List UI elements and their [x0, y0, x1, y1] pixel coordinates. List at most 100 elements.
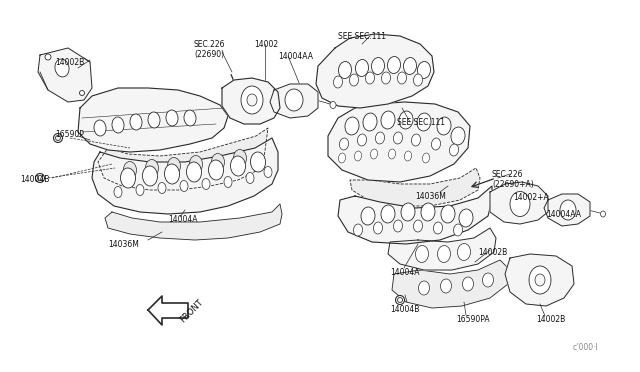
Ellipse shape [285, 89, 303, 111]
Ellipse shape [246, 173, 254, 183]
Ellipse shape [339, 61, 351, 78]
Ellipse shape [441, 205, 455, 223]
Ellipse shape [449, 144, 458, 156]
Polygon shape [148, 296, 188, 325]
Polygon shape [350, 168, 480, 206]
Ellipse shape [184, 110, 196, 126]
Ellipse shape [209, 160, 223, 180]
Polygon shape [388, 228, 496, 270]
Text: 14036M: 14036M [108, 240, 139, 249]
Text: c’000·l: c’000·l [572, 343, 598, 352]
Polygon shape [490, 182, 548, 224]
Ellipse shape [560, 200, 576, 220]
Ellipse shape [250, 152, 266, 172]
Ellipse shape [421, 203, 435, 221]
Ellipse shape [412, 134, 420, 146]
Ellipse shape [211, 154, 225, 170]
Ellipse shape [371, 149, 378, 159]
Ellipse shape [535, 274, 545, 286]
Polygon shape [328, 102, 470, 182]
Text: 14004B: 14004B [20, 175, 49, 184]
Ellipse shape [148, 112, 160, 128]
Ellipse shape [397, 298, 403, 302]
Ellipse shape [413, 74, 422, 86]
Ellipse shape [419, 281, 429, 295]
Ellipse shape [224, 176, 232, 187]
Ellipse shape [458, 244, 470, 260]
Ellipse shape [358, 134, 367, 146]
Ellipse shape [413, 220, 422, 232]
Ellipse shape [417, 113, 431, 131]
Ellipse shape [363, 113, 377, 131]
Ellipse shape [415, 246, 429, 263]
Polygon shape [544, 194, 590, 226]
Ellipse shape [264, 167, 272, 177]
Ellipse shape [381, 111, 395, 129]
Ellipse shape [79, 90, 84, 96]
Polygon shape [105, 204, 282, 240]
Ellipse shape [422, 153, 429, 163]
Text: 14004AA: 14004AA [278, 52, 313, 61]
Ellipse shape [56, 135, 61, 141]
Ellipse shape [451, 127, 465, 145]
Ellipse shape [136, 185, 144, 196]
Ellipse shape [529, 266, 551, 294]
Ellipse shape [112, 117, 124, 133]
Ellipse shape [114, 186, 122, 198]
Text: SEC.226: SEC.226 [492, 170, 524, 179]
Ellipse shape [404, 151, 412, 161]
Ellipse shape [189, 155, 202, 173]
Ellipse shape [433, 222, 442, 234]
Ellipse shape [353, 224, 362, 236]
Polygon shape [338, 186, 492, 244]
Ellipse shape [371, 58, 385, 74]
Ellipse shape [164, 164, 179, 184]
Ellipse shape [376, 132, 385, 144]
Text: 14004AA: 14004AA [546, 210, 581, 219]
Text: SEE SEC.111: SEE SEC.111 [338, 32, 386, 41]
Ellipse shape [355, 60, 369, 77]
Ellipse shape [130, 114, 142, 130]
Ellipse shape [247, 94, 257, 106]
Ellipse shape [186, 162, 202, 182]
Ellipse shape [387, 57, 401, 74]
Polygon shape [392, 260, 510, 308]
Ellipse shape [202, 179, 210, 189]
Ellipse shape [35, 173, 45, 183]
Ellipse shape [437, 117, 451, 135]
Ellipse shape [459, 209, 473, 227]
Text: 14004A: 14004A [390, 268, 419, 277]
Ellipse shape [374, 222, 383, 234]
Ellipse shape [120, 168, 136, 188]
Ellipse shape [403, 58, 417, 74]
Ellipse shape [483, 273, 493, 287]
Text: 14002B: 14002B [55, 58, 84, 67]
Ellipse shape [241, 86, 263, 114]
Ellipse shape [339, 153, 346, 163]
Text: 16590P: 16590P [55, 130, 84, 139]
Ellipse shape [349, 74, 358, 86]
Ellipse shape [399, 111, 413, 129]
Text: 14036M: 14036M [415, 192, 446, 201]
Text: SEE SEC.111: SEE SEC.111 [397, 118, 445, 127]
Text: 14004B: 14004B [390, 305, 419, 314]
Text: 14002B: 14002B [478, 248, 508, 257]
Ellipse shape [396, 295, 404, 305]
Ellipse shape [463, 277, 474, 291]
Ellipse shape [438, 246, 451, 263]
Text: (22690): (22690) [194, 50, 224, 59]
Ellipse shape [361, 207, 375, 225]
Ellipse shape [431, 138, 440, 150]
Text: 16590PA: 16590PA [456, 315, 490, 324]
Polygon shape [98, 128, 268, 190]
Ellipse shape [168, 157, 180, 174]
Ellipse shape [38, 176, 42, 180]
Ellipse shape [94, 120, 106, 136]
Ellipse shape [180, 180, 188, 192]
Ellipse shape [454, 224, 463, 236]
Text: SEC.226: SEC.226 [194, 40, 225, 49]
Polygon shape [270, 84, 318, 118]
Ellipse shape [54, 134, 63, 142]
Ellipse shape [158, 183, 166, 193]
Ellipse shape [394, 132, 403, 144]
